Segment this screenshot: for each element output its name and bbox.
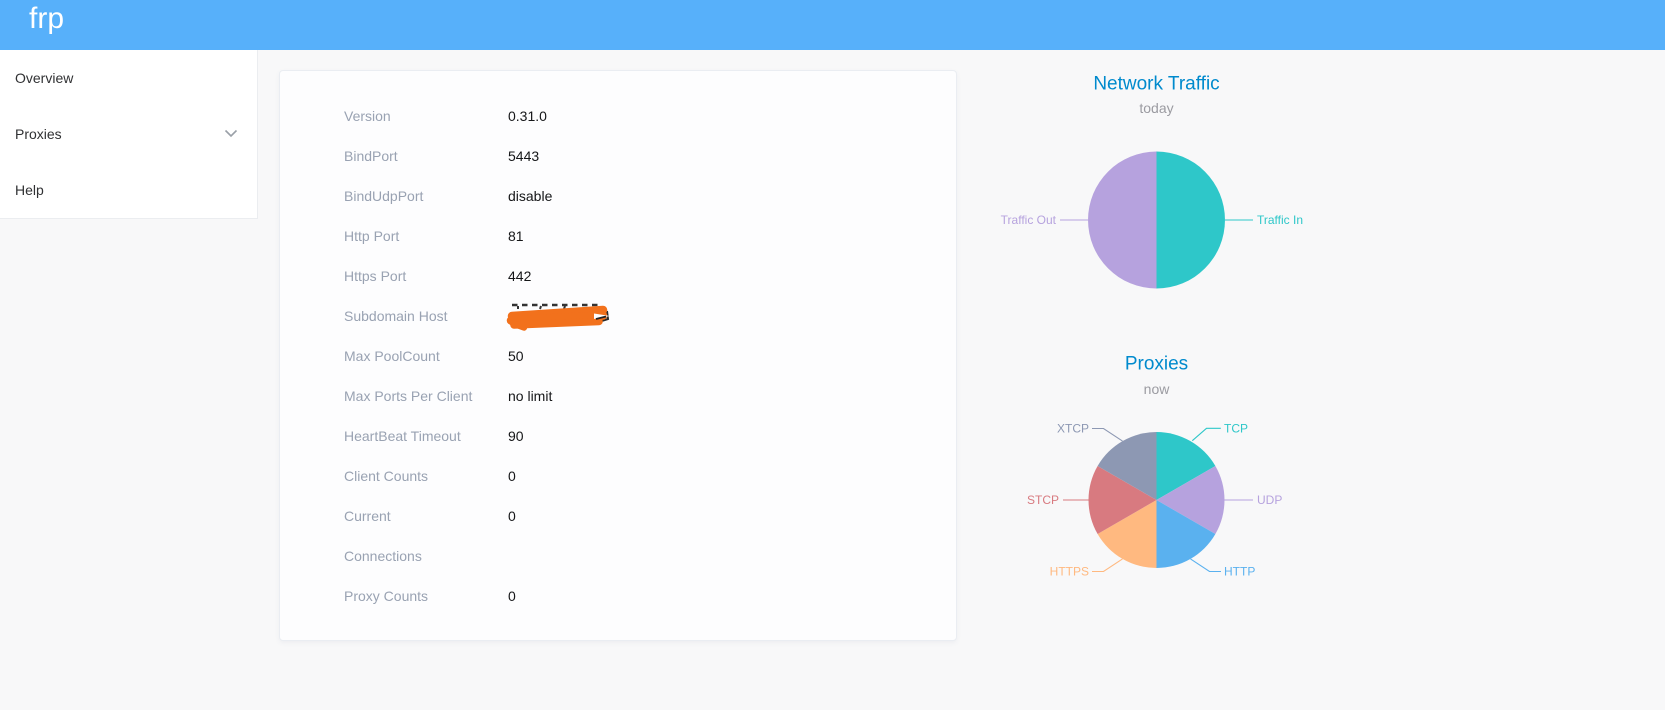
svg-text:HTTPS: HTTPS [1050,565,1089,579]
svg-text:Traffic Out: Traffic Out [1001,213,1057,227]
svg-text:Network Traffic: Network Traffic [1093,74,1219,95]
svg-text:TCP: TCP [1224,422,1248,436]
svg-text:now: now [1144,381,1171,397]
svg-text:HTTP: HTTP [1224,565,1255,579]
svg-text:STCP: STCP [1027,493,1059,507]
svg-text:Traffic In: Traffic In [1257,213,1303,227]
svg-text:today: today [1139,100,1173,116]
svg-text:XTCP: XTCP [1057,422,1089,436]
svg-text:Proxies: Proxies [1125,354,1188,375]
svg-text:UDP: UDP [1257,493,1282,507]
